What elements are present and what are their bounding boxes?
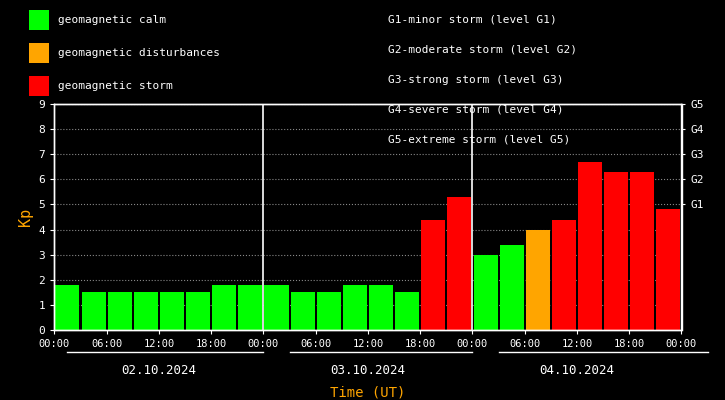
Bar — [656, 210, 681, 330]
Text: G4-severe storm (level G4): G4-severe storm (level G4) — [388, 105, 563, 115]
Bar — [604, 172, 628, 330]
Bar — [55, 285, 80, 330]
Bar — [500, 245, 523, 330]
Text: G3-strong storm (level G3): G3-strong storm (level G3) — [388, 75, 563, 85]
Bar — [395, 292, 419, 330]
Bar — [552, 220, 576, 330]
Bar — [317, 292, 341, 330]
Text: 04.10.2024: 04.10.2024 — [539, 364, 615, 376]
Bar — [186, 292, 210, 330]
Bar — [447, 197, 471, 330]
Bar — [160, 292, 184, 330]
Bar — [291, 292, 315, 330]
Text: 02.10.2024: 02.10.2024 — [121, 364, 196, 376]
Bar — [239, 285, 262, 330]
Text: geomagnetic disturbances: geomagnetic disturbances — [58, 48, 220, 58]
Bar — [212, 285, 236, 330]
Bar — [81, 292, 106, 330]
Bar — [630, 172, 655, 330]
Y-axis label: Kp: Kp — [18, 208, 33, 226]
Bar — [421, 220, 445, 330]
Bar — [473, 255, 497, 330]
Text: G2-moderate storm (level G2): G2-moderate storm (level G2) — [388, 45, 577, 55]
Bar — [134, 292, 158, 330]
Text: geomagnetic calm: geomagnetic calm — [58, 15, 166, 25]
Bar — [369, 285, 393, 330]
Bar — [578, 162, 602, 330]
Text: G1-minor storm (level G1): G1-minor storm (level G1) — [388, 15, 557, 25]
Bar — [265, 285, 289, 330]
Text: geomagnetic storm: geomagnetic storm — [58, 81, 173, 91]
Text: Time (UT): Time (UT) — [331, 385, 405, 399]
Bar — [108, 292, 132, 330]
Bar — [526, 230, 550, 330]
Text: 03.10.2024: 03.10.2024 — [331, 364, 405, 376]
Bar — [343, 285, 367, 330]
Text: G5-extreme storm (level G5): G5-extreme storm (level G5) — [388, 135, 570, 145]
